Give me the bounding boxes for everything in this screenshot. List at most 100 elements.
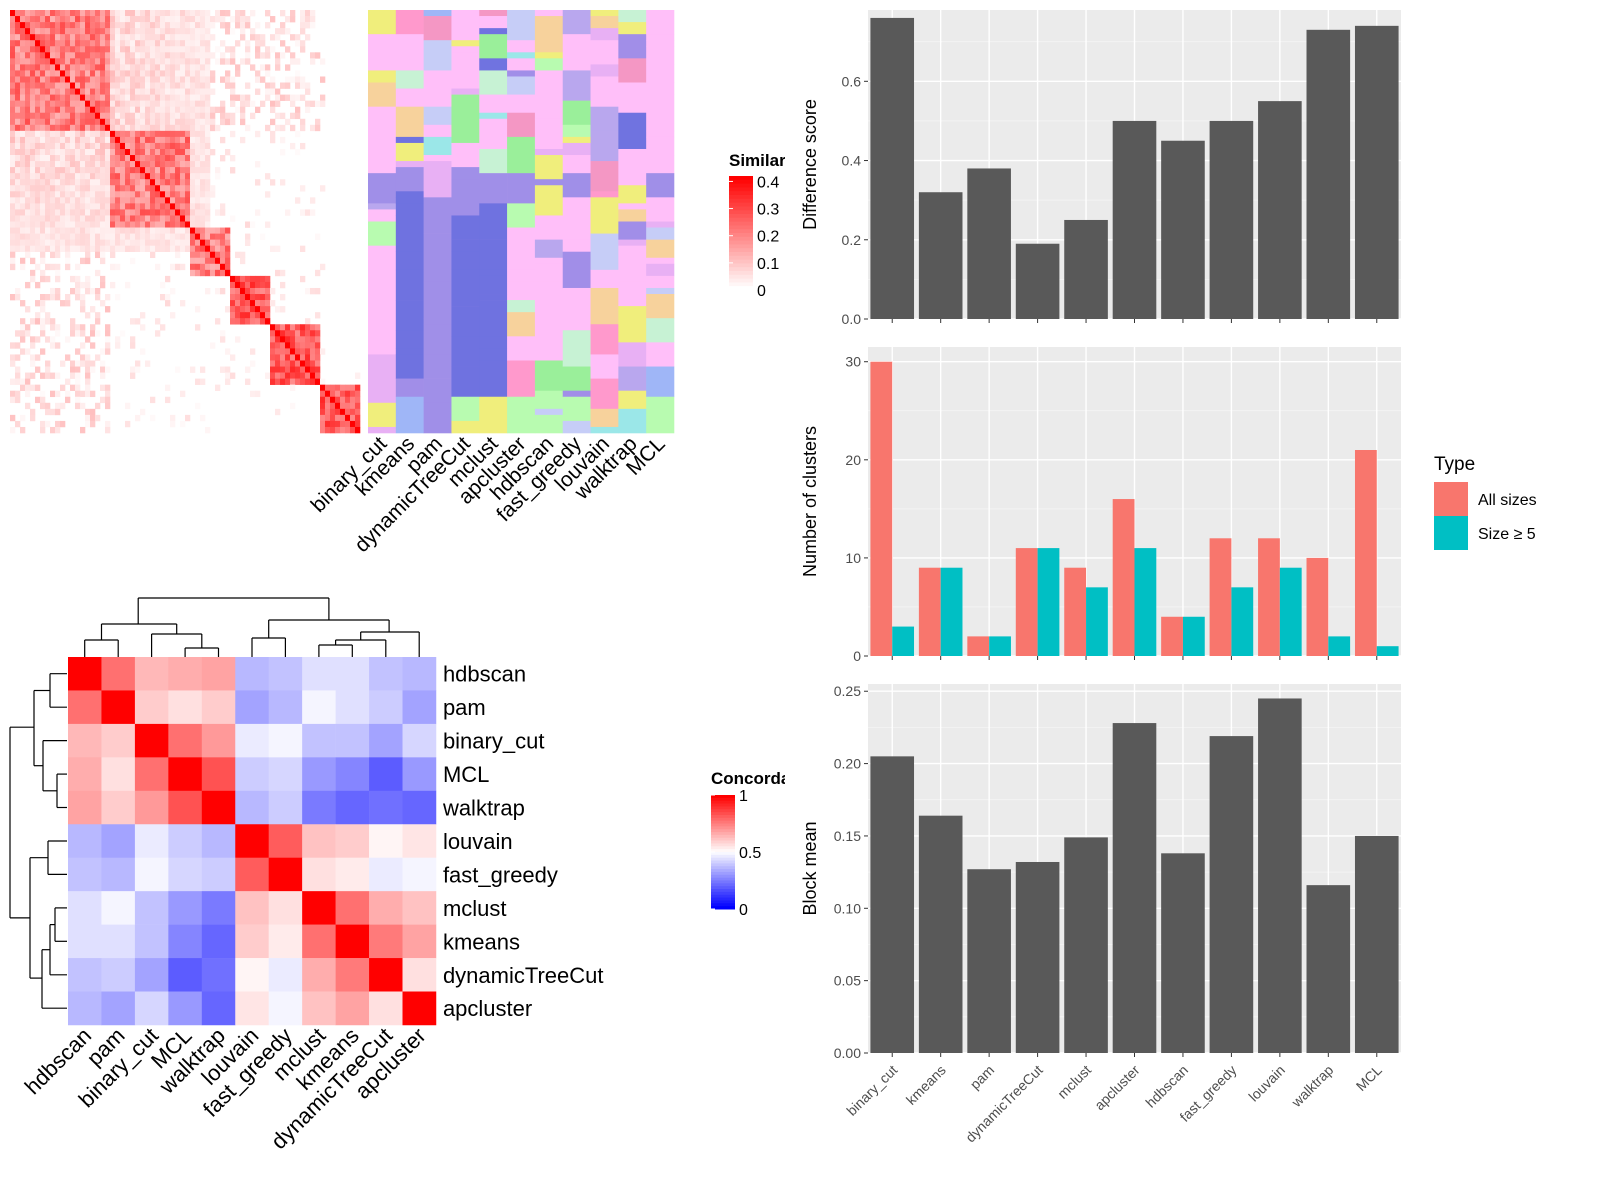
- sim-cell: [205, 173, 211, 180]
- sim-cell: [70, 28, 76, 35]
- sim-cell: [195, 251, 201, 259]
- y-tick-label: 30: [845, 354, 861, 370]
- sim-cell: [50, 100, 56, 107]
- sim-cell: [300, 40, 306, 47]
- sim-cell: [105, 34, 111, 41]
- sim-cell: [20, 330, 26, 337]
- sim-cell: [25, 324, 31, 331]
- sim-cell: [85, 167, 91, 174]
- sim-cell: [250, 112, 256, 120]
- sim-cell: [175, 136, 181, 144]
- sim-cell: [40, 348, 46, 355]
- sim-cell: [95, 100, 101, 107]
- sim-cell: [235, 281, 241, 289]
- sim-cell: [210, 16, 216, 23]
- sim-cell: [130, 161, 136, 168]
- sim-cell: [145, 233, 151, 240]
- label-cell: [451, 124, 480, 144]
- label-cell: [618, 185, 647, 204]
- sim-cell: [135, 136, 141, 144]
- sim-cell: [205, 215, 211, 222]
- sim-cell: [190, 16, 196, 23]
- sim-cell: [290, 354, 296, 361]
- sim-cell: [30, 408, 36, 416]
- sim-cell: [190, 112, 196, 120]
- sim-cell: [310, 354, 316, 361]
- sim-cell: [80, 28, 86, 35]
- sim-cell: [120, 46, 126, 53]
- sim-cell: [130, 112, 136, 120]
- sim-cell: [305, 324, 311, 331]
- bar: [870, 17, 915, 319]
- sim-cell: [75, 209, 81, 216]
- sim-cell: [105, 384, 111, 391]
- sim-cell: [90, 390, 96, 398]
- sim-cell: [250, 28, 256, 35]
- sim-cell: [110, 185, 116, 192]
- label-cell: [451, 179, 480, 216]
- x-tick-label: pam: [967, 1062, 998, 1093]
- sim-cell: [215, 167, 221, 174]
- similarity-legend-gradient: [729, 221, 753, 226]
- sim-cell: [85, 148, 91, 156]
- sim-cell: [270, 136, 276, 144]
- sim-cell: [165, 130, 171, 138]
- label-cell: [423, 324, 452, 355]
- sim-cell: [300, 324, 306, 331]
- sim-cell: [240, 10, 246, 17]
- sim-cell: [245, 221, 251, 228]
- sim-cell: [90, 167, 96, 174]
- sim-cell: [200, 161, 206, 168]
- sim-cell: [75, 179, 81, 186]
- sim-cell: [90, 185, 96, 192]
- sim-cell: [305, 100, 311, 107]
- label-cell: [507, 52, 536, 59]
- label-cell: [451, 269, 480, 307]
- sim-cell: [55, 420, 61, 428]
- label-cell: [368, 34, 397, 41]
- sim-cell: [235, 294, 241, 301]
- sim-cell: [225, 269, 231, 277]
- sim-cell: [340, 414, 346, 422]
- sim-cell: [295, 372, 301, 379]
- bar: [1112, 120, 1157, 319]
- sim-cell: [145, 64, 151, 71]
- sim-cell: [140, 112, 146, 120]
- sim-cell: [195, 40, 201, 47]
- sim-cell: [280, 82, 286, 89]
- label-cell: [479, 239, 508, 271]
- label-cell: [423, 124, 452, 138]
- sim-cell: [160, 46, 166, 53]
- sim-cell: [165, 396, 171, 404]
- sim-cell: [95, 58, 101, 65]
- sim-cell: [135, 414, 141, 422]
- sim-cell: [305, 336, 311, 343]
- label-cell: [646, 294, 675, 319]
- label-cell: [646, 342, 675, 367]
- label-cell: [368, 318, 397, 355]
- sim-cell: [135, 88, 141, 95]
- sim-cell: [145, 155, 151, 162]
- sim-cell: [45, 167, 51, 174]
- sim-cell: [115, 28, 121, 35]
- sim-cell: [75, 34, 81, 41]
- sim-cell: [115, 203, 121, 210]
- sim-cell: [235, 94, 241, 101]
- sim-cell: [140, 46, 146, 53]
- sim-cell: [110, 281, 116, 289]
- sim-cell: [275, 378, 281, 385]
- sim-cell: [45, 179, 51, 186]
- sim-cell: [200, 40, 206, 47]
- label-cell: [507, 40, 536, 53]
- sim-cell: [70, 52, 76, 59]
- sim-cell: [45, 10, 51, 17]
- concordance-legend-gradient: [711, 797, 735, 802]
- concordance-cell: [268, 723, 303, 758]
- label-cell: [423, 70, 452, 107]
- sim-cell: [140, 167, 146, 174]
- sim-cell: [135, 118, 141, 126]
- sim-cell: [50, 34, 56, 41]
- sim-cell: [160, 76, 166, 83]
- label-cell: [451, 94, 480, 126]
- sim-cell: [15, 130, 21, 138]
